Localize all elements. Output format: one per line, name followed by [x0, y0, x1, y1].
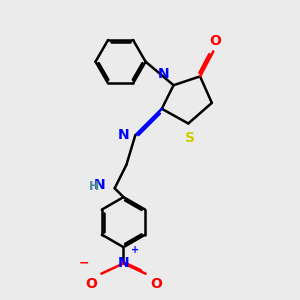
Text: N: N: [94, 178, 106, 192]
Text: N: N: [118, 128, 129, 142]
Text: O: O: [85, 277, 97, 291]
Text: H: H: [89, 180, 99, 193]
Text: −: −: [79, 256, 89, 269]
Text: N: N: [158, 67, 169, 81]
Text: S: S: [185, 131, 195, 145]
Text: O: O: [209, 34, 221, 48]
Text: N: N: [118, 256, 129, 270]
Text: +: +: [131, 245, 139, 255]
Text: O: O: [150, 277, 162, 291]
